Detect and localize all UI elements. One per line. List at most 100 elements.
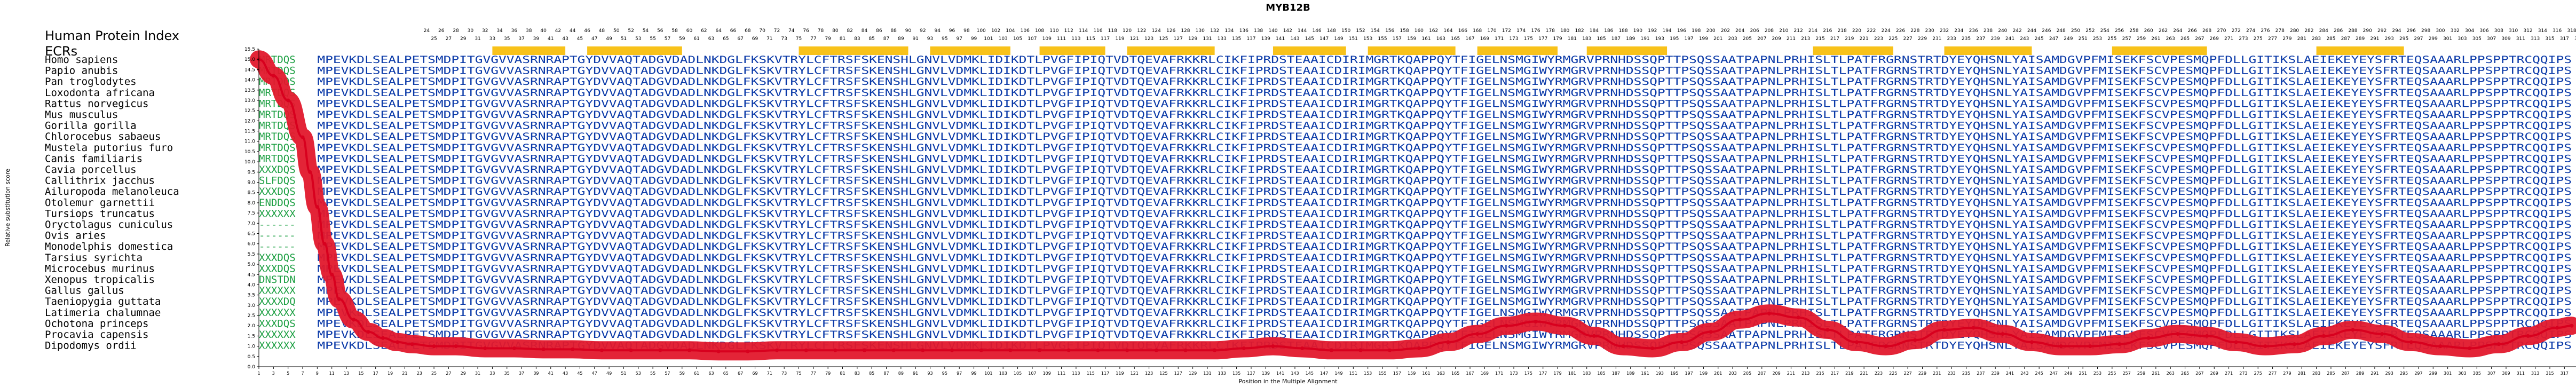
header-number-bottom: 285: [2326, 36, 2335, 42]
header-number-bottom: 195: [1670, 36, 1679, 42]
x-tick-label: 167: [1466, 371, 1474, 376]
score-point: [1388, 348, 1392, 352]
x-tick-label: 251: [2079, 371, 2087, 376]
x-tick-label: 165: [1451, 371, 1459, 376]
header-number-top: 220: [1852, 28, 1861, 34]
header-number-top: 46: [584, 28, 590, 34]
x-tick-label: 149: [1334, 371, 1342, 376]
x-tick-label: 147: [1320, 371, 1328, 376]
score-point: [716, 349, 721, 353]
header-number-bottom: 255: [2107, 36, 2116, 42]
x-tick-label: 153: [1364, 371, 1372, 376]
score-point: [891, 348, 896, 352]
header-number-top: 304: [2465, 28, 2474, 34]
x-tick-label: 185: [1597, 371, 1605, 376]
x-tick-label: 145: [1306, 371, 1314, 376]
x-tick-label: 121: [1131, 371, 1139, 376]
sequence-prefix: ------: [259, 241, 296, 252]
header-number-top: 236: [1969, 28, 1978, 34]
header-number-top: 54: [643, 28, 649, 34]
y-tick-label: 2.5: [248, 313, 255, 319]
x-tick-label: 173: [1510, 371, 1518, 376]
score-point: [658, 348, 662, 352]
score-point: [2468, 346, 2472, 350]
x-tick-label: 139: [1262, 371, 1270, 376]
header-number-top: 210: [1779, 28, 1788, 34]
header-number-top: 286: [2334, 28, 2343, 34]
header-number-top: 308: [2494, 28, 2503, 34]
sequence-prefix: ------: [259, 219, 296, 231]
x-tick-label: 79: [825, 371, 831, 376]
header-number-top: 272: [2232, 28, 2241, 34]
header-number-top: 196: [1677, 28, 1686, 34]
header-number-top: 186: [1604, 28, 1613, 34]
alignment-row: XXXDQS MPEVKDLSEALPETSMDPITGVGVVASRNRAPTG…: [259, 252, 2572, 264]
score-point: [541, 347, 546, 351]
header-number-bottom: 113: [1071, 36, 1080, 42]
score-point: [2146, 336, 2151, 340]
x-tick-label: 39: [533, 371, 539, 376]
score-point: [352, 318, 356, 322]
x-tick-label: 305: [2473, 371, 2481, 376]
header-number-bottom: 167: [1465, 36, 1474, 42]
header-number-bottom: 41: [548, 36, 554, 42]
score-point: [775, 348, 779, 352]
header-number-bottom: 183: [1582, 36, 1591, 42]
score-point: [322, 242, 327, 246]
species-label: Gorilla gorilla: [45, 120, 137, 132]
axes: Position in the Multiple Alignment Relat…: [4, 49, 2576, 385]
x-tick-label: 207: [1758, 371, 1766, 376]
score-point: [2030, 340, 2034, 344]
x-tick-label: 13: [344, 371, 349, 376]
header-number-bottom: 89: [898, 36, 904, 42]
x-tick-label: 259: [2137, 371, 2145, 376]
header-number-top: 68: [745, 28, 751, 34]
x-tick-label: 209: [1772, 371, 1780, 376]
score-point: [2526, 334, 2530, 338]
chart-title: MYB12B: [1266, 2, 1310, 13]
header-number-top: 144: [1298, 28, 1307, 34]
x-tick-label: 137: [1247, 371, 1255, 376]
header-number-top: 128: [1181, 28, 1190, 34]
y-tick-label: 8.5: [248, 191, 255, 196]
species-label: Papio anubis: [45, 65, 118, 77]
species-label: Cavia porcellus: [45, 164, 137, 176]
header-number-top: 218: [1838, 28, 1847, 34]
species-label: Ochotona princeps: [45, 318, 148, 329]
x-tick-label: 47: [592, 371, 597, 376]
y-tick-label: 1.5: [248, 334, 255, 339]
x-tick-label: 113: [1072, 371, 1080, 376]
header-number-bottom: 287: [2341, 36, 2350, 42]
header-number-top: 238: [1984, 28, 1993, 34]
score-point: [2351, 328, 2355, 332]
header-number-bottom: 109: [1042, 36, 1052, 42]
sequence-text: MPEVKDLSEALPETSMDPITGVGVVASRNRAPTGYDVVAQ…: [317, 296, 2572, 307]
score-point: [271, 74, 275, 78]
species-label: Gallus gallus: [45, 285, 124, 297]
header-number-top: 40: [540, 28, 547, 34]
header-number-bottom: 121: [1130, 36, 1139, 42]
x-tick-label: 193: [1656, 371, 1664, 376]
header-number-bottom: 295: [2399, 36, 2408, 42]
header-number-bottom: 241: [2005, 36, 2014, 42]
x-tick-label: 241: [2006, 371, 2014, 376]
header-number-top: 50: [613, 28, 620, 34]
y-tick-label: 3.0: [248, 303, 256, 309]
header-number-bottom: 243: [2020, 36, 2029, 42]
header-number-bottom: 311: [2516, 36, 2525, 42]
x-tick-label: 27: [446, 371, 451, 376]
header-number-top: 88: [890, 28, 897, 34]
sequence-text: MPEVKDLSEALPETSMDPITGVGVVASRNRAPTGYDVVAQ…: [317, 198, 2572, 209]
header-number-bottom: 301: [2443, 36, 2452, 42]
header-number-bottom: 207: [1757, 36, 1766, 42]
score-point: [512, 346, 516, 350]
species-label: Taeniopygia guttata: [45, 296, 161, 307]
header-number-top: 198: [1692, 28, 1701, 34]
header-number-bottom: 201: [1713, 36, 1722, 42]
header-number-top: 86: [876, 28, 882, 34]
score-point: [2438, 344, 2443, 349]
x-tick-label: 271: [2225, 371, 2233, 376]
header-number-bottom: 303: [2458, 36, 2467, 42]
header-number-top: 152: [1356, 28, 1365, 34]
sequence-text: MPEVKDLSEALPETSMDPITGVGVVASRNRAPTGYDVVAQ…: [317, 54, 2572, 66]
